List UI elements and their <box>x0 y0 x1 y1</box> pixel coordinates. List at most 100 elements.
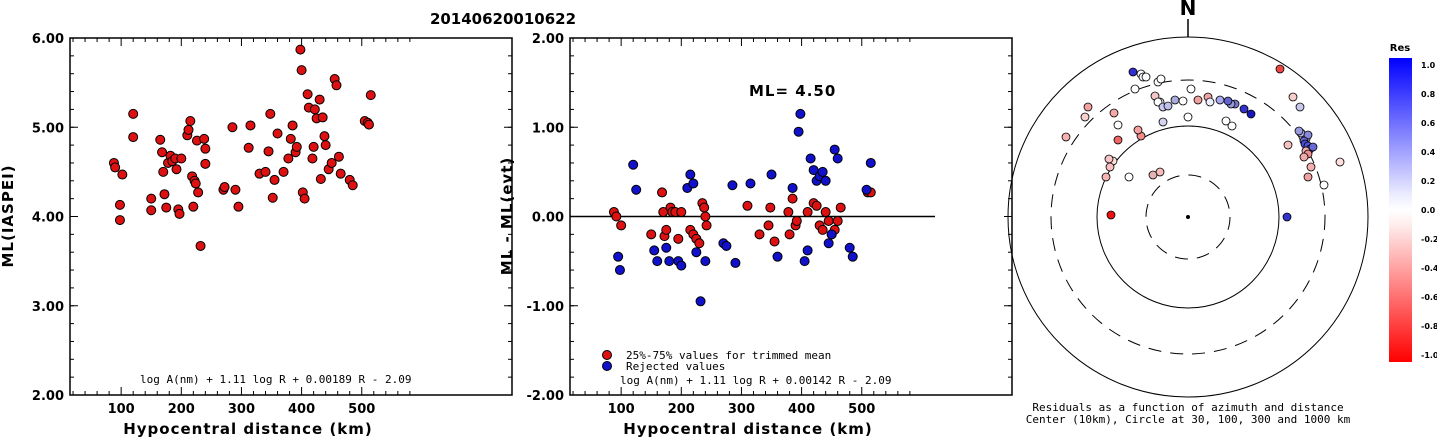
legend-blue-marker <box>602 361 612 371</box>
station-residual-point <box>1335 157 1345 167</box>
left-data-point <box>295 44 306 55</box>
station-residual-point <box>1303 172 1313 182</box>
station-residual-point <box>1163 101 1173 111</box>
left-data-point <box>285 133 296 144</box>
rejected-point <box>793 126 804 137</box>
trimmed-mean-point <box>616 220 627 231</box>
station-residual-point <box>1113 120 1123 130</box>
left-xtick-label: 400 <box>288 402 315 417</box>
trimmed-mean-point <box>802 207 813 218</box>
left-data-point <box>174 208 185 219</box>
left-data-point <box>171 164 182 175</box>
colorbar-tick-label: -0.8 <box>1421 322 1437 331</box>
trimmed-mean-point <box>742 200 753 211</box>
mid-xlabel: Hypocentral distance (km) <box>623 420 873 438</box>
colorbar-tick-label: -0.4 <box>1421 264 1437 273</box>
left-data-point <box>308 141 319 152</box>
station-residual-point <box>1156 74 1166 84</box>
left-data-point <box>158 166 169 177</box>
trimmed-mean-point <box>787 193 798 204</box>
left-data-point <box>278 166 289 177</box>
left-ytick-label: 5.00 <box>32 121 64 136</box>
mid-ylabel: ML - ML(evt) <box>498 157 516 275</box>
left-data-point <box>114 215 125 226</box>
mid-xtick-label: 400 <box>788 402 815 417</box>
rejected-point <box>730 257 741 268</box>
station-residual-point <box>1109 108 1119 118</box>
rejected-point <box>847 251 858 262</box>
rejected-point <box>676 260 687 271</box>
rejected-point <box>721 240 732 251</box>
rejected-point <box>817 166 828 177</box>
station-residual-point <box>1275 64 1285 74</box>
left-formula: log A(nm) + 1.11 log R + 0.00189 R - 2.0… <box>140 373 412 386</box>
trimmed-mean-point <box>657 187 668 198</box>
north-label: N <box>1180 0 1197 20</box>
station-residual-point <box>1282 212 1292 222</box>
trimmed-mean-point <box>676 207 687 218</box>
trimmed-mean-point <box>699 202 710 213</box>
trimmed-mean-point <box>783 207 794 218</box>
left-data-point <box>314 94 325 105</box>
colorbar-tick-label: -0.2 <box>1421 235 1437 244</box>
left-data-point <box>219 182 230 193</box>
left-data-point <box>146 205 157 216</box>
station-residual-point <box>1130 84 1140 94</box>
trimmed-mean-point <box>754 229 765 240</box>
azimuth-distance-panel: N Residuals as a function of azimuth and… <box>1007 0 1369 426</box>
left-data-point <box>309 104 320 115</box>
mid-xtick-label: 500 <box>848 402 875 417</box>
left-data-point <box>245 120 256 131</box>
left-data-point <box>188 201 199 212</box>
station-residual-point <box>1183 112 1193 122</box>
mid-xtick-label: 200 <box>668 402 695 417</box>
colorbar-gradient <box>1389 58 1412 362</box>
residual-colorbar: Res 1.0 0.8 0.6 0.4 0.2 0.0 -0.2 -0.4 -0.6 -0.8 -1… <box>1389 43 1437 362</box>
trimmed-mean-point <box>701 220 712 231</box>
rejected-point <box>861 184 872 195</box>
left-data-point <box>117 169 128 180</box>
left-data-point <box>299 193 310 204</box>
left-data-point <box>287 120 298 131</box>
station-residual-point <box>1193 95 1203 105</box>
left-xtick-label: 300 <box>228 402 255 417</box>
left-data-point <box>320 140 331 151</box>
station-residual-point <box>1104 154 1114 164</box>
left-ytick-label: 4.00 <box>32 211 64 226</box>
left-ylabel: ML(IASPEI) <box>0 164 17 267</box>
station-residual-point <box>1178 96 1188 106</box>
colorbar-tick-label: 0.0 <box>1421 206 1436 215</box>
left-data-point <box>230 184 241 195</box>
station-residual-point <box>1080 112 1090 122</box>
trimmed-mean-point <box>791 215 802 226</box>
left-data-point <box>269 174 280 185</box>
legend-blue-label: Rejected values <box>626 360 725 373</box>
rejected-point <box>805 153 816 164</box>
trimmed-mean-point <box>784 229 795 240</box>
trimmed-mean-point <box>611 211 622 222</box>
trimmed-mean-point <box>673 233 684 244</box>
trimmed-mean-point <box>832 215 843 226</box>
station-residual-point <box>1303 130 1313 140</box>
left-data-point <box>265 108 276 119</box>
legend-red-marker <box>602 350 612 360</box>
rejected-point <box>802 245 813 256</box>
rejected-point <box>649 245 660 256</box>
station-residual-point <box>1105 162 1115 172</box>
mid-ytick-label: -1.00 <box>527 300 564 315</box>
trimmed-mean-point <box>823 215 834 226</box>
figure-title: 20140620010622 <box>430 10 576 28</box>
left-data-point <box>315 174 326 185</box>
left-data-point <box>128 132 139 143</box>
left-data-point <box>146 193 157 204</box>
left-data-point <box>267 192 278 203</box>
left-ytick-label: 3.00 <box>32 300 64 315</box>
left-xtick-label: 100 <box>108 402 135 417</box>
station-residual-point <box>1239 104 1249 114</box>
station-residual-point <box>1227 121 1237 131</box>
station-residual-point <box>1205 97 1215 107</box>
rejected-point <box>664 256 675 267</box>
left-data-point <box>347 180 358 191</box>
colorbar-tick-label: 0.2 <box>1421 177 1435 186</box>
